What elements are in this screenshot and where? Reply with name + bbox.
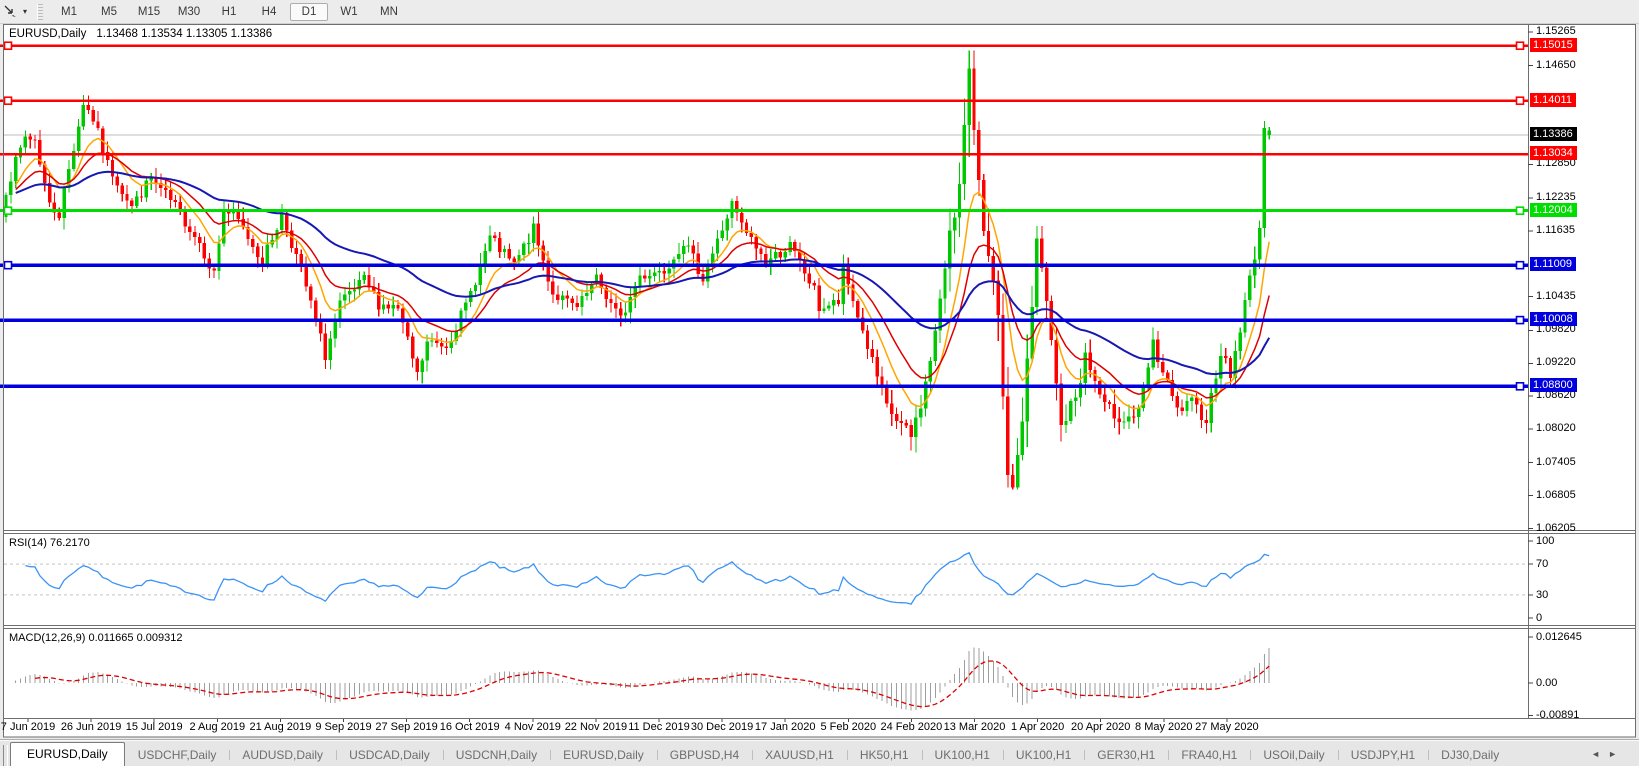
timeframe-toolbar: ▾ M1 M5 M15 M30 H1 H4 D1 W1 MN xyxy=(0,0,1639,24)
tab-dj30-daily[interactable]: DJ30,Daily xyxy=(1428,744,1512,766)
slow-ma-line xyxy=(15,170,1271,376)
tf-button-d1[interactable]: D1 xyxy=(290,2,328,21)
tab-uk100-h1[interactable]: UK100,H1 xyxy=(921,744,1003,766)
macd-signal-line xyxy=(34,660,1270,708)
hline-right-handle xyxy=(1515,96,1525,105)
chart-tab-bar: EURUSD,Daily USDCHF,Daily AUDUSD,Daily USDC… xyxy=(0,739,1639,766)
hline-left-handle xyxy=(3,41,13,51)
hline-left-handle xyxy=(3,206,13,215)
hline-right-handle xyxy=(1515,41,1525,51)
macd-panel-plot xyxy=(15,647,1270,711)
tab-usdcnh-daily[interactable]: USDCNH,Daily xyxy=(442,744,550,766)
tf-button-h1[interactable]: H1 xyxy=(221,5,237,18)
tab-usdchf-daily[interactable]: USDCHF,Daily xyxy=(137,748,217,762)
fast-ma-line xyxy=(15,137,1270,410)
tab-scroll-left-icon[interactable]: ◄ xyxy=(1591,748,1609,759)
chart-tabs: EURUSD,Daily USDCHF,Daily AUDUSD,Daily USDC… xyxy=(8,742,1512,766)
tf-button-h4[interactable]: H4 xyxy=(261,5,277,18)
tab-eurusd-daily[interactable]: EURUSD,Daily xyxy=(550,744,657,766)
tab-hk50-h1[interactable]: HK50,H1 xyxy=(846,744,922,766)
tf-button-m5[interactable]: M5 xyxy=(101,5,117,18)
rsi-panel-plot xyxy=(4,551,1527,605)
tf-button-mn[interactable]: MN xyxy=(380,5,398,18)
tab-usoil-daily[interactable]: USOil,Daily xyxy=(1250,744,1337,766)
tf-button-m15[interactable]: M15 xyxy=(137,5,161,18)
rsi-line xyxy=(25,551,1270,605)
tf-button-w1[interactable]: W1 xyxy=(340,5,358,18)
tab-usdjpy-h1[interactable]: USDJPY,H1 xyxy=(1337,744,1428,766)
timeframe-buttons: M1 M5 M15 M30 H1 H4 D1 W1 MN xyxy=(49,2,409,21)
macd-histogram xyxy=(15,647,1270,711)
tf-button-m30[interactable]: M30 xyxy=(177,5,201,18)
tab-usdcad-daily[interactable]: USDCAD,Daily xyxy=(336,744,443,766)
dropdown-caret-icon[interactable]: ▾ xyxy=(22,7,27,16)
mid-ma-line xyxy=(15,152,1270,399)
hline-right-handle xyxy=(1515,260,1525,270)
tab-eurusd-daily[interactable]: EURUSD,Daily xyxy=(10,742,125,766)
hline-right-handle xyxy=(1515,381,1525,391)
tab-fra40-h1[interactable]: FRA40,H1 xyxy=(1168,744,1250,766)
panel-borders xyxy=(3,24,1636,738)
diagonal-cursor-icon-glyph xyxy=(4,5,16,17)
diagonal-cursor-icon[interactable] xyxy=(1,3,19,21)
tab-ger30-h1[interactable]: GER30,H1 xyxy=(1084,744,1168,766)
hline-right-handle xyxy=(1515,206,1525,215)
tab-audusd-daily[interactable]: AUDUSD,Daily xyxy=(229,744,336,766)
axis-ticks xyxy=(27,31,1533,722)
hline-left-handle xyxy=(3,96,13,105)
tf-button-m1[interactable]: M1 xyxy=(61,5,77,18)
tab-scroll-right-icon[interactable]: ► xyxy=(1608,748,1625,759)
hline-right-handle xyxy=(1515,315,1525,325)
moving-averages xyxy=(15,137,1271,410)
tab-gbpusd-h4[interactable]: GBPUSD,H4 xyxy=(656,744,752,766)
tab-uk100-h1[interactable]: UK100,H1 xyxy=(1002,744,1084,766)
toolbar-grip[interactable] xyxy=(37,3,43,20)
window-edge xyxy=(3,745,8,766)
hline-left-handle xyxy=(3,260,13,270)
tab-scroll-arrows: ◄► xyxy=(1591,749,1625,759)
tab-xauusd-h1[interactable]: XAUUSD,H1 xyxy=(752,744,847,766)
